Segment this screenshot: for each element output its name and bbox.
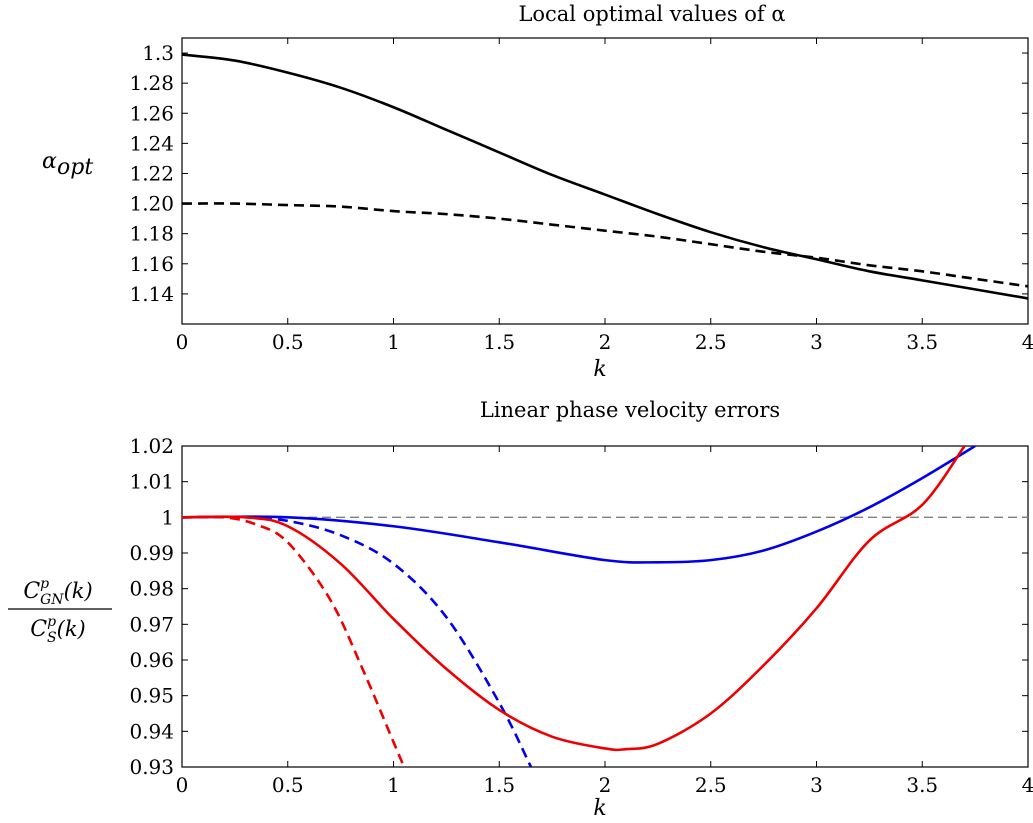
bottom-y-label-denominator: Cp S(k)	[30, 614, 86, 646]
top-y-tick-label: 1.3	[142, 41, 174, 65]
bottom-chart-frame	[181, 445, 1029, 768]
bottom-x-tick-label: 2	[599, 773, 612, 797]
top-y-label-alpha: α	[42, 149, 57, 174]
top-x-tick-label: 0.5	[272, 330, 304, 354]
bottom-chart-y-ticks: 0.93 0.94 0.95 0.96 0.97 0.98 0.99 1 1.01 1.02	[129, 434, 1028, 779]
top-series-dashed-line	[182, 202, 1028, 288]
bottom-series-dashed-line	[182, 515, 406, 767]
top-x-tick-label: 4	[1022, 330, 1033, 354]
top-y-tick-label: 1.20	[129, 192, 174, 216]
top-chart-x-axis-label: k	[593, 357, 606, 382]
top-chart: Local optimal values of α α opt 0 0.5 1 1.5…	[42, 2, 1033, 382]
top-y-tick-label: 1.14	[129, 282, 174, 306]
top-chart-title: Local optimal values of α	[518, 2, 785, 26]
top-y-label-sub: opt	[57, 155, 93, 180]
bottom-chart: Linear phase velocity errors Cp GN(k) Cp S…	[8, 398, 1033, 821]
bottom-x-tick-label: 4	[1022, 773, 1033, 797]
bottom-y-tick-label: 1.01	[129, 470, 174, 494]
bottom-chart-x-ticks: 0 0.5 1 1.5 2 2.5 3 3.5 4	[176, 446, 1033, 797]
top-series-solid-line	[182, 53, 1028, 300]
bottom-y-tick-label: 0.99	[129, 541, 174, 565]
bottom-x-tick-label: 1	[387, 773, 400, 797]
bottom-chart-series	[182, 446, 1028, 767]
bottom-y-tick-label: 0.97	[129, 612, 174, 636]
top-x-tick-label: 2	[599, 330, 612, 354]
top-chart-frame	[181, 37, 1029, 325]
bottom-x-tick-label: 3	[810, 773, 823, 797]
bottom-series-solid-line	[182, 446, 966, 752]
top-y-tick-label: 1.26	[129, 101, 174, 125]
bottom-y-tick-label: 1.02	[129, 434, 174, 458]
bottom-chart-x-axis-label: k	[593, 796, 606, 821]
bottom-chart-y-axis-label: Cp GN(k) Cp S(k)	[8, 576, 112, 646]
top-x-tick-label: 2.5	[695, 330, 727, 354]
top-y-tick-label: 1.18	[129, 222, 174, 246]
top-y-tick-label: 1.24	[129, 131, 174, 155]
top-y-tick-label: 1.16	[129, 252, 174, 276]
top-chart-x-ticks: 0 0.5 1 1.5 2 2.5 3 3.5 4	[176, 38, 1033, 354]
bottom-x-tick-label: 0	[176, 773, 189, 797]
bottom-y-label-numerator: Cp GN(k)	[23, 576, 92, 608]
top-y-tick-label: 1.22	[129, 161, 174, 185]
top-chart-y-axis-label: α opt	[42, 149, 93, 180]
top-x-tick-label: 3.5	[906, 330, 938, 354]
bottom-x-tick-label: 1.5	[483, 773, 515, 797]
bottom-y-tick-label: 0.93	[129, 755, 174, 779]
top-x-tick-label: 1	[387, 330, 400, 354]
top-y-tick-label: 1.28	[129, 71, 174, 95]
bottom-x-tick-label: 3.5	[906, 773, 938, 797]
bottom-y-tick-label: 0.96	[129, 648, 174, 672]
bottom-series-solid-line	[182, 446, 976, 564]
bottom-y-tick-label: 0.95	[129, 684, 174, 708]
bottom-y-tick-label: 0.94	[129, 719, 174, 743]
bottom-chart-title: Linear phase velocity errors	[480, 398, 780, 422]
top-chart-series	[182, 53, 1028, 300]
top-x-tick-label: 0	[176, 330, 189, 354]
bottom-series-dashed-line	[182, 515, 533, 767]
top-x-tick-label: 3	[810, 330, 823, 354]
bottom-y-tick-label: 0.98	[129, 577, 174, 601]
top-x-tick-label: 1.5	[483, 330, 515, 354]
top-chart-y-ticks: 1.14 1.16 1.18 1.20 1.22 1.24 1.26 1.28 1.3	[129, 41, 1028, 306]
bottom-x-tick-label: 0.5	[272, 773, 304, 797]
bottom-y-tick-label: 1	[161, 505, 174, 529]
bottom-x-tick-label: 2.5	[695, 773, 727, 797]
